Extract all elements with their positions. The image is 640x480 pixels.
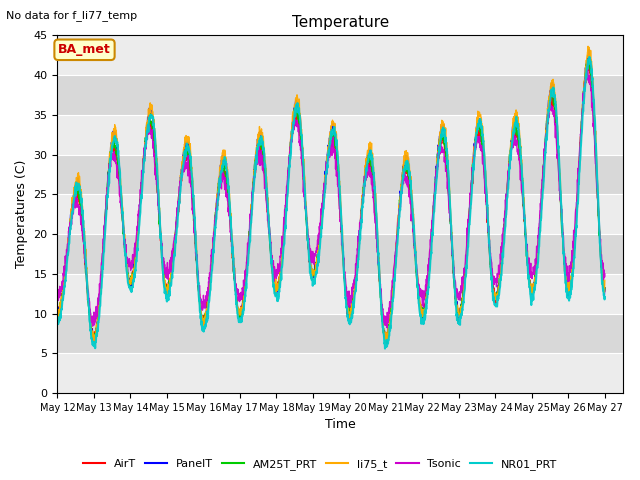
Text: BA_met: BA_met — [58, 43, 111, 56]
Bar — [58, 274, 623, 313]
Title: Temperature: Temperature — [292, 15, 389, 30]
Bar — [58, 155, 623, 194]
Bar — [58, 313, 623, 353]
Bar — [58, 234, 623, 274]
Y-axis label: Temperatures (C): Temperatures (C) — [15, 160, 28, 268]
Bar — [58, 194, 623, 234]
Legend: AirT, PanelT, AM25T_PRT, li75_t, Tsonic, NR01_PRT: AirT, PanelT, AM25T_PRT, li75_t, Tsonic,… — [78, 455, 562, 474]
Bar — [58, 353, 623, 393]
X-axis label: Time: Time — [325, 419, 356, 432]
Bar — [58, 75, 623, 115]
Bar — [58, 36, 623, 75]
Text: No data for f_li77_temp: No data for f_li77_temp — [6, 10, 138, 21]
Bar — [58, 115, 623, 155]
